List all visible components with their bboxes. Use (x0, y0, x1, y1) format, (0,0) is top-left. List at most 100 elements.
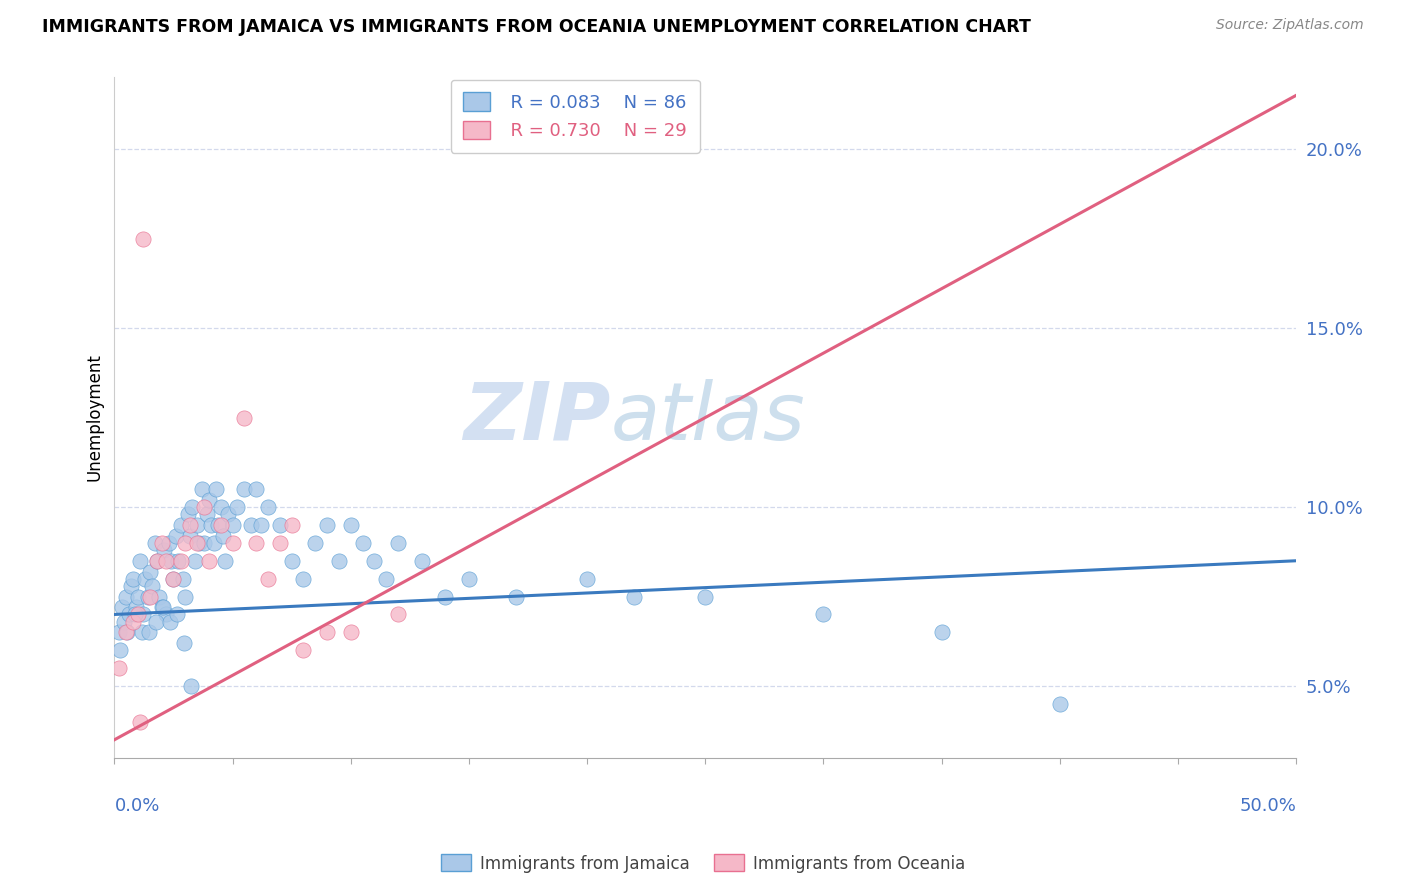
Point (122, 615, 145, 629)
Point (129, 554, 152, 568)
Point (207, 518, 229, 533)
Point (304, 536, 326, 550)
Point (174, 590, 197, 604)
Text: 0.0%: 0.0% (114, 797, 160, 814)
Point (110, 643, 132, 657)
Point (136, 590, 159, 604)
Point (186, 536, 208, 550)
Point (115, 590, 138, 604)
Point (162, 572, 184, 586)
Legend:   R = 0.083    N = 86,   R = 0.730    N = 29: R = 0.083 N = 86, R = 0.730 N = 29 (451, 79, 700, 153)
Text: 50.0%: 50.0% (1239, 797, 1296, 814)
Point (180, 679, 202, 693)
Point (120, 579, 142, 593)
Point (165, 529, 187, 543)
Point (387, 607, 409, 622)
Text: Source: ZipAtlas.com: Source: ZipAtlas.com (1216, 18, 1364, 32)
Point (200, 518, 222, 533)
Point (152, 600, 174, 615)
Legend: Immigrants from Jamaica, Immigrants from Oceania: Immigrants from Jamaica, Immigrants from… (434, 847, 972, 880)
Point (160, 554, 183, 568)
Point (169, 554, 191, 568)
Point (150, 600, 173, 615)
Point (108, 625, 131, 640)
Point (179, 529, 201, 543)
Point (150, 536, 173, 550)
Point (387, 536, 409, 550)
Point (167, 554, 190, 568)
Point (122, 572, 145, 586)
Point (221, 536, 243, 550)
Point (316, 625, 339, 640)
Point (191, 482, 214, 496)
Point (1049, 697, 1071, 711)
Point (505, 590, 527, 604)
Point (181, 500, 204, 514)
Point (132, 231, 155, 245)
Point (202, 536, 225, 550)
Point (127, 590, 149, 604)
Point (214, 554, 236, 568)
Point (217, 507, 239, 521)
Point (110, 600, 132, 615)
Point (269, 518, 291, 533)
Point (186, 518, 208, 533)
Point (411, 554, 433, 568)
Point (363, 554, 385, 568)
Point (250, 518, 273, 533)
Point (132, 607, 155, 622)
Point (316, 518, 339, 533)
Point (166, 607, 188, 622)
Point (623, 590, 645, 604)
Point (162, 572, 184, 586)
Point (153, 543, 176, 558)
Point (157, 536, 180, 550)
Point (134, 572, 156, 586)
Point (145, 615, 167, 629)
Point (352, 536, 374, 550)
Point (184, 554, 207, 568)
Point (159, 615, 181, 629)
Point (434, 590, 457, 604)
Point (173, 636, 195, 650)
Point (198, 492, 221, 507)
Point (193, 500, 215, 514)
Point (269, 536, 291, 550)
Point (209, 518, 232, 533)
Point (245, 536, 267, 550)
Point (458, 572, 481, 586)
Point (813, 607, 835, 622)
Point (209, 500, 232, 514)
Point (155, 607, 177, 622)
Point (205, 482, 228, 496)
Point (115, 625, 138, 640)
Point (141, 579, 163, 593)
Point (131, 625, 153, 640)
Point (576, 572, 599, 586)
Point (172, 572, 194, 586)
Text: atlas: atlas (610, 378, 806, 457)
Point (240, 518, 263, 533)
Point (233, 410, 256, 425)
Point (280, 518, 302, 533)
Point (328, 554, 350, 568)
Point (339, 625, 361, 640)
Point (245, 482, 267, 496)
Point (198, 554, 221, 568)
Point (195, 507, 218, 521)
Point (139, 565, 162, 579)
Point (143, 536, 166, 550)
Point (174, 536, 197, 550)
Point (148, 590, 170, 604)
Point (127, 607, 149, 622)
Point (292, 643, 315, 657)
Point (139, 590, 162, 604)
Point (146, 554, 169, 568)
Point (292, 572, 315, 586)
Point (339, 518, 361, 533)
Text: IMMIGRANTS FROM JAMAICA VS IMMIGRANTS FROM OCEANIA UNEMPLOYMENT CORRELATION CHAR: IMMIGRANTS FROM JAMAICA VS IMMIGRANTS FR… (42, 18, 1031, 36)
Point (212, 529, 235, 543)
Point (112, 615, 135, 629)
Point (280, 554, 302, 568)
Point (188, 536, 211, 550)
